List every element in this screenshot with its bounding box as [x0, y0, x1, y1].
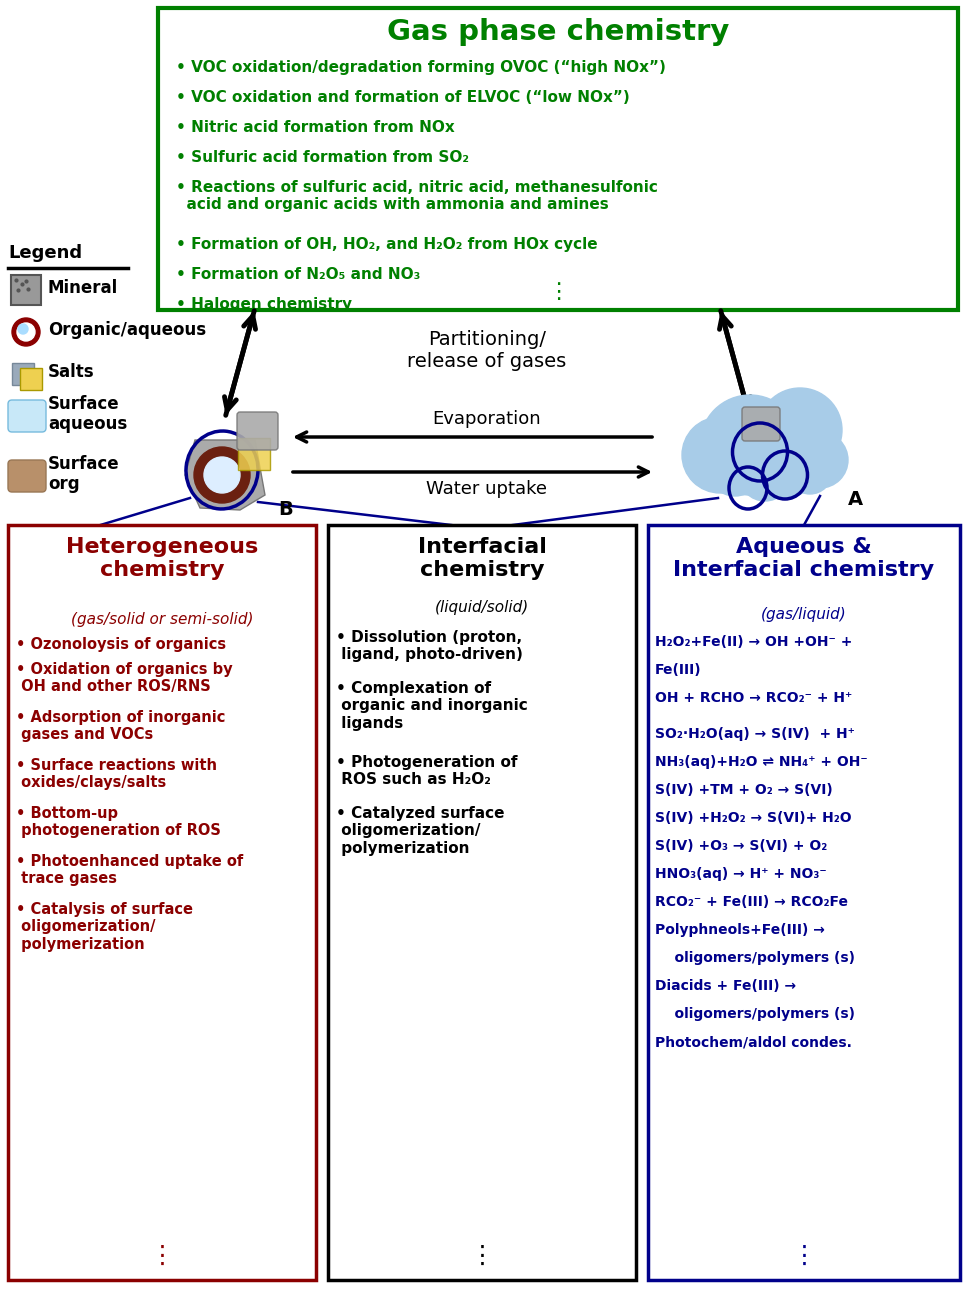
- Text: • Catalyzed surface
 oligomerization/
 polymerization: • Catalyzed surface oligomerization/ pol…: [336, 806, 505, 856]
- Text: Gas phase chemistry: Gas phase chemistry: [387, 18, 730, 47]
- Text: RCO₂⁻ + Fe(III) → RCO₂Fe: RCO₂⁻ + Fe(III) → RCO₂Fe: [655, 895, 848, 909]
- Text: • Formation of OH, HO₂, and H₂O₂ from HOx cycle: • Formation of OH, HO₂, and H₂O₂ from HO…: [176, 237, 598, 252]
- Text: Water uptake: Water uptake: [426, 480, 547, 498]
- Text: (gas/solid or semi-solid): (gas/solid or semi-solid): [71, 612, 253, 627]
- Text: ⋮: ⋮: [470, 1244, 494, 1268]
- Text: HNO₃(aq) → H⁺ + NO₃⁻: HNO₃(aq) → H⁺ + NO₃⁻: [655, 868, 827, 881]
- Text: Aqueous &
Interfacial chemistry: Aqueous & Interfacial chemistry: [673, 537, 934, 581]
- Text: • Surface reactions with
 oxides/clays/salts: • Surface reactions with oxides/clays/sa…: [16, 758, 217, 790]
- Text: S(IV) +TM + O₂ → S(VI): S(IV) +TM + O₂ → S(VI): [655, 784, 832, 796]
- Circle shape: [18, 325, 28, 334]
- FancyBboxPatch shape: [742, 407, 780, 441]
- Text: oligomers/polymers (s): oligomers/polymers (s): [655, 950, 855, 965]
- Circle shape: [739, 449, 791, 500]
- Text: (liquid/solid): (liquid/solid): [435, 600, 529, 615]
- Text: • Complexation of
 organic and inorganic
 ligands: • Complexation of organic and inorganic …: [336, 681, 528, 731]
- Text: SO₂·H₂O(aq) → S(IV)  + H⁺: SO₂·H₂O(aq) → S(IV) + H⁺: [655, 727, 855, 741]
- Text: • Bottom-up
 photogeneration of ROS: • Bottom-up photogeneration of ROS: [16, 806, 221, 838]
- Text: • Dissolution (proton,
 ligand, photo-driven): • Dissolution (proton, ligand, photo-dri…: [336, 630, 523, 662]
- Text: • Halogen chemistry: • Halogen chemistry: [176, 297, 352, 312]
- Circle shape: [17, 323, 35, 341]
- Text: Mineral: Mineral: [48, 279, 118, 297]
- Text: Fe(III): Fe(III): [655, 663, 702, 678]
- Circle shape: [752, 432, 818, 498]
- FancyBboxPatch shape: [158, 8, 958, 310]
- Text: • Formation of N₂O₅ and NO₃: • Formation of N₂O₅ and NO₃: [176, 266, 421, 282]
- Circle shape: [194, 447, 250, 503]
- Text: • Photogeneration of
 ROS such as H₂O₂: • Photogeneration of ROS such as H₂O₂: [336, 755, 517, 787]
- Text: • Sulfuric acid formation from SO₂: • Sulfuric acid formation from SO₂: [176, 150, 469, 166]
- Text: H₂O₂+Fe(II) → OH +OH⁻ +: H₂O₂+Fe(II) → OH +OH⁻ +: [655, 635, 853, 649]
- Text: S(IV) +H₂O₂ → S(VI)+ H₂O: S(IV) +H₂O₂ → S(VI)+ H₂O: [655, 811, 852, 825]
- Text: Surface
aqueous: Surface aqueous: [48, 394, 127, 433]
- Text: Surface
org: Surface org: [48, 455, 119, 494]
- Circle shape: [204, 456, 240, 493]
- Text: Organic/aqueous: Organic/aqueous: [48, 321, 206, 339]
- Text: Diacids + Fe(III) →: Diacids + Fe(III) →: [655, 979, 797, 993]
- Text: ⋮: ⋮: [547, 282, 569, 303]
- Text: Salts: Salts: [48, 363, 95, 381]
- Circle shape: [758, 388, 842, 472]
- Text: OH + RCHO → RCO₂⁻ + H⁺: OH + RCHO → RCO₂⁻ + H⁺: [655, 690, 853, 705]
- Text: ⋮: ⋮: [149, 1244, 174, 1268]
- FancyBboxPatch shape: [11, 275, 41, 305]
- Circle shape: [682, 418, 758, 493]
- Circle shape: [12, 318, 40, 347]
- Text: (gas/liquid): (gas/liquid): [761, 606, 847, 622]
- Circle shape: [700, 394, 800, 495]
- Polygon shape: [185, 440, 265, 509]
- Text: Interfacial
chemistry: Interfacial chemistry: [418, 537, 547, 581]
- Text: • Reactions of sulfuric acid, nitric acid, methanesulfonic
  acid and organic ac: • Reactions of sulfuric acid, nitric aci…: [176, 180, 658, 212]
- FancyBboxPatch shape: [12, 363, 34, 385]
- Text: Legend: Legend: [8, 244, 82, 262]
- Text: Heterogeneous
chemistry: Heterogeneous chemistry: [66, 537, 258, 581]
- Text: Partitioning/
release of gases: Partitioning/ release of gases: [407, 330, 567, 371]
- Text: • VOC oxidation and formation of ELVOC (“low NOx”): • VOC oxidation and formation of ELVOC (…: [176, 91, 630, 105]
- FancyBboxPatch shape: [328, 525, 636, 1280]
- Text: A: A: [848, 490, 863, 509]
- Circle shape: [792, 432, 848, 487]
- Text: • Catalysis of surface
 oligomerization/
 polymerization: • Catalysis of surface oligomerization/ …: [16, 903, 193, 952]
- Text: • VOC oxidation/degradation forming OVOC (“high NOx”): • VOC oxidation/degradation forming OVOC…: [176, 59, 666, 75]
- Text: Photochem/aldol condes.: Photochem/aldol condes.: [655, 1034, 852, 1049]
- FancyBboxPatch shape: [20, 369, 42, 390]
- Text: • Adsorption of inorganic
 gases and VOCs: • Adsorption of inorganic gases and VOCs: [16, 710, 226, 742]
- Text: NH₃(aq)+H₂O ⇌ NH₄⁺ + OH⁻: NH₃(aq)+H₂O ⇌ NH₄⁺ + OH⁻: [655, 755, 868, 769]
- Text: • Nitric acid formation from NOx: • Nitric acid formation from NOx: [176, 120, 454, 134]
- Text: oligomers/polymers (s): oligomers/polymers (s): [655, 1007, 855, 1021]
- Text: ⋮: ⋮: [792, 1244, 817, 1268]
- Text: • Oxidation of organics by
 OH and other ROS/RNS: • Oxidation of organics by OH and other …: [16, 662, 233, 694]
- Circle shape: [788, 450, 832, 494]
- FancyBboxPatch shape: [237, 412, 278, 450]
- FancyBboxPatch shape: [8, 400, 46, 432]
- Circle shape: [707, 440, 763, 497]
- Text: Evaporation: Evaporation: [433, 410, 542, 428]
- Text: Polyphneols+Fe(III) →: Polyphneols+Fe(III) →: [655, 923, 825, 937]
- FancyBboxPatch shape: [8, 525, 316, 1280]
- Text: B: B: [278, 500, 293, 518]
- Text: • Photoenhanced uptake of
 trace gases: • Photoenhanced uptake of trace gases: [16, 853, 243, 887]
- Text: S(IV) +O₃ → S(VI) + O₂: S(IV) +O₃ → S(VI) + O₂: [655, 839, 828, 853]
- Text: • Ozonoloysis of organics: • Ozonoloysis of organics: [16, 637, 226, 652]
- FancyBboxPatch shape: [8, 460, 46, 493]
- FancyBboxPatch shape: [648, 525, 960, 1280]
- FancyBboxPatch shape: [238, 438, 270, 469]
